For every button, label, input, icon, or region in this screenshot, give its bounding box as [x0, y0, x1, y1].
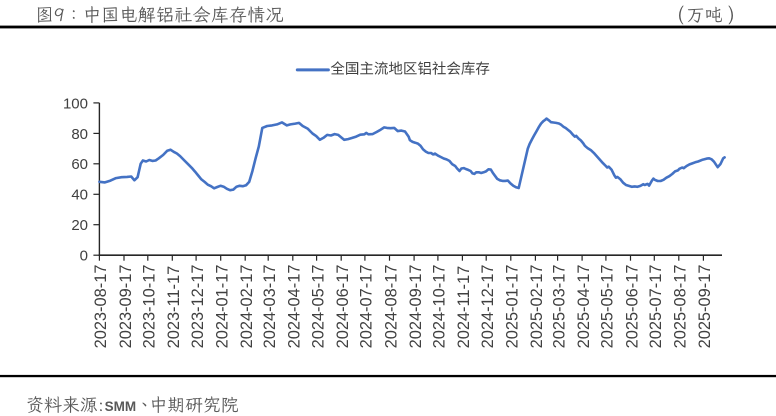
svg-text:SMM: SMM [105, 399, 137, 414]
svg-text:2025-04-17: 2025-04-17 [575, 265, 593, 349]
svg-text:2025-03-17: 2025-03-17 [550, 265, 568, 349]
svg-text:20: 20 [71, 217, 88, 234]
svg-text:2023-12-17: 2023-12-17 [189, 265, 207, 349]
svg-text:0: 0 [80, 248, 88, 265]
svg-text:2023-08-17: 2023-08-17 [92, 265, 110, 349]
svg-text:2025-06-17: 2025-06-17 [623, 265, 641, 349]
svg-text:2025-02-17: 2025-02-17 [528, 265, 546, 349]
svg-text:40: 40 [71, 187, 88, 204]
svg-text:2024-11-17: 2024-11-17 [455, 266, 473, 349]
svg-text:2023-11-17: 2023-11-17 [165, 266, 183, 349]
svg-text:2024-02-17: 2024-02-17 [238, 265, 256, 349]
svg-text:2024-05-17: 2024-05-17 [309, 265, 327, 349]
svg-text:2024-01-17: 2024-01-17 [214, 265, 232, 349]
svg-text:2024-07-17: 2024-07-17 [358, 265, 376, 349]
svg-text:100: 100 [63, 95, 88, 112]
svg-text:80: 80 [71, 126, 88, 143]
svg-text:2025-07-17: 2025-07-17 [647, 265, 665, 349]
svg-text:2024-08-17: 2024-08-17 [382, 265, 400, 349]
svg-text:2024-06-17: 2024-06-17 [334, 265, 352, 349]
svg-text:2024-10-17: 2024-10-17 [431, 265, 449, 349]
svg-text:2025-01-17: 2025-01-17 [504, 265, 522, 349]
svg-text:2024-04-17: 2024-04-17 [286, 265, 304, 349]
svg-text:2023-10-17: 2023-10-17 [141, 265, 159, 349]
svg-text:2024-03-17: 2024-03-17 [261, 265, 279, 349]
svg-text:2024-09-17: 2024-09-17 [407, 265, 425, 349]
svg-text:2023-09-17: 2023-09-17 [117, 265, 135, 349]
svg-text:2025-08-17: 2025-08-17 [672, 265, 690, 349]
svg-text:60: 60 [71, 156, 88, 173]
svg-text:2025-05-17: 2025-05-17 [599, 265, 617, 349]
svg-text:2024-12-17: 2024-12-17 [479, 265, 497, 349]
svg-text:2025-09-17: 2025-09-17 [696, 265, 714, 349]
